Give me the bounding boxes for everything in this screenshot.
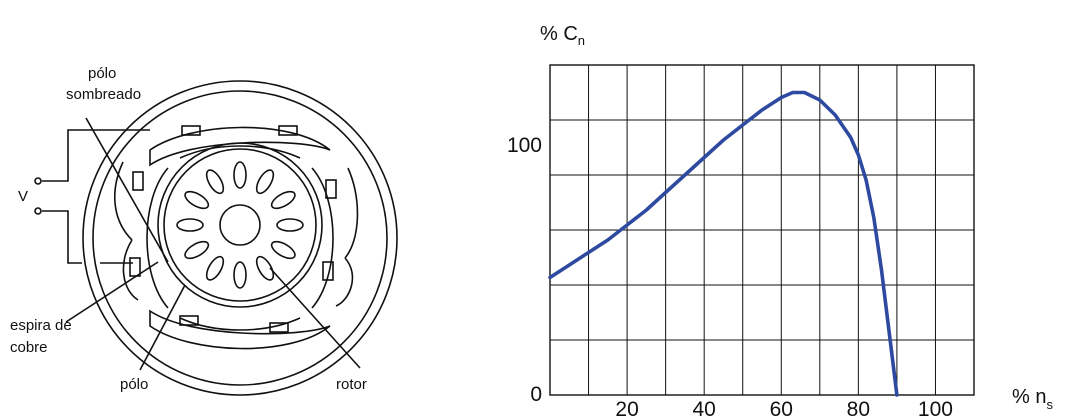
rotor-slot bbox=[233, 261, 247, 289]
field-winding-top bbox=[149, 126, 331, 167]
label-voltage: V bbox=[18, 188, 28, 205]
rotor-slot bbox=[176, 218, 204, 232]
x-axis-label-subscript: s bbox=[1046, 397, 1053, 412]
chart-grid bbox=[550, 65, 974, 395]
y-axis-label: % Cn bbox=[540, 23, 585, 48]
rotor-slot bbox=[255, 169, 275, 195]
pole-shoe-left bbox=[146, 167, 169, 309]
label-copper-turn-line2: cobre bbox=[10, 339, 48, 356]
rotor-slot bbox=[270, 190, 296, 210]
lead-wire-bottom bbox=[42, 210, 82, 264]
winding-loop-left bbox=[113, 161, 139, 301]
torque-curve bbox=[548, 90, 899, 397]
rotor-slot bbox=[205, 255, 225, 281]
y-tick-label: 100 bbox=[507, 134, 542, 157]
label-pole: pólo bbox=[120, 376, 148, 393]
leader-copper-turn bbox=[65, 261, 159, 323]
rotor-shaft bbox=[219, 204, 261, 246]
rotor-slot bbox=[255, 255, 275, 281]
rotor-slot bbox=[184, 240, 210, 260]
x-axis-label-main: % n bbox=[1012, 386, 1046, 408]
rotor-slot bbox=[184, 190, 210, 210]
rotor-slot bbox=[233, 161, 247, 189]
field-winding-bottom bbox=[149, 309, 331, 350]
x-tick-label: 20 bbox=[615, 398, 638, 417]
label-shaded-pole-line1: pólo bbox=[88, 65, 116, 82]
leader-shaded-pole bbox=[85, 117, 169, 263]
winding-loop-right bbox=[335, 167, 359, 307]
y-axis-label-subscript: n bbox=[578, 33, 585, 48]
coil-top-right bbox=[278, 125, 298, 136]
lead-wire-top bbox=[42, 129, 150, 182]
y-tick-labels: 0 100 bbox=[507, 134, 542, 406]
coil-bottom-left bbox=[179, 315, 199, 326]
coil-top-left bbox=[181, 125, 201, 136]
x-tick-labels: 20 40 60 80 100 bbox=[615, 398, 953, 417]
stator-inner-ring bbox=[92, 90, 388, 386]
x-tick-label: 80 bbox=[847, 398, 870, 417]
rotor-slot bbox=[205, 169, 225, 195]
shaded-pole-motor-diagram: pólo sombreado V espira de cobre pólo ro… bbox=[10, 65, 398, 396]
rotor-slot bbox=[276, 218, 304, 232]
rotor-slots bbox=[176, 161, 304, 289]
x-tick-label: 40 bbox=[693, 398, 716, 417]
y-tick-label: 0 bbox=[530, 383, 542, 406]
y-axis-label-main: % C bbox=[540, 23, 578, 45]
coil-right-lower bbox=[322, 261, 334, 281]
terminal-top bbox=[34, 177, 42, 185]
x-tick-label: 60 bbox=[770, 398, 793, 417]
terminal-bottom bbox=[34, 207, 42, 215]
coil-left-upper bbox=[132, 171, 144, 191]
pole-shoe-top bbox=[179, 145, 301, 159]
x-axis-label: % ns bbox=[1012, 386, 1053, 412]
label-shaded-pole-line2: sombreado bbox=[66, 86, 141, 103]
torque-speed-chart: 20 40 60 80 100 0 100 % Cn % ns bbox=[507, 23, 1054, 417]
coil-right-upper bbox=[325, 179, 337, 199]
label-rotor: rotor bbox=[336, 376, 367, 393]
label-copper-turn-line1: espira de bbox=[10, 317, 72, 334]
stator-outer-ring bbox=[82, 80, 398, 396]
x-tick-label: 100 bbox=[918, 398, 953, 417]
plot-frame bbox=[549, 64, 975, 396]
rotor-slot bbox=[270, 240, 296, 260]
rotor-inner-ring bbox=[163, 148, 317, 302]
coil-bottom-right bbox=[269, 322, 289, 333]
pole-shoe-right bbox=[311, 167, 334, 309]
coil-left-lower bbox=[129, 257, 141, 277]
leader-rotor bbox=[269, 267, 361, 369]
rotor-outer bbox=[157, 142, 323, 308]
leader-pole bbox=[139, 284, 186, 371]
